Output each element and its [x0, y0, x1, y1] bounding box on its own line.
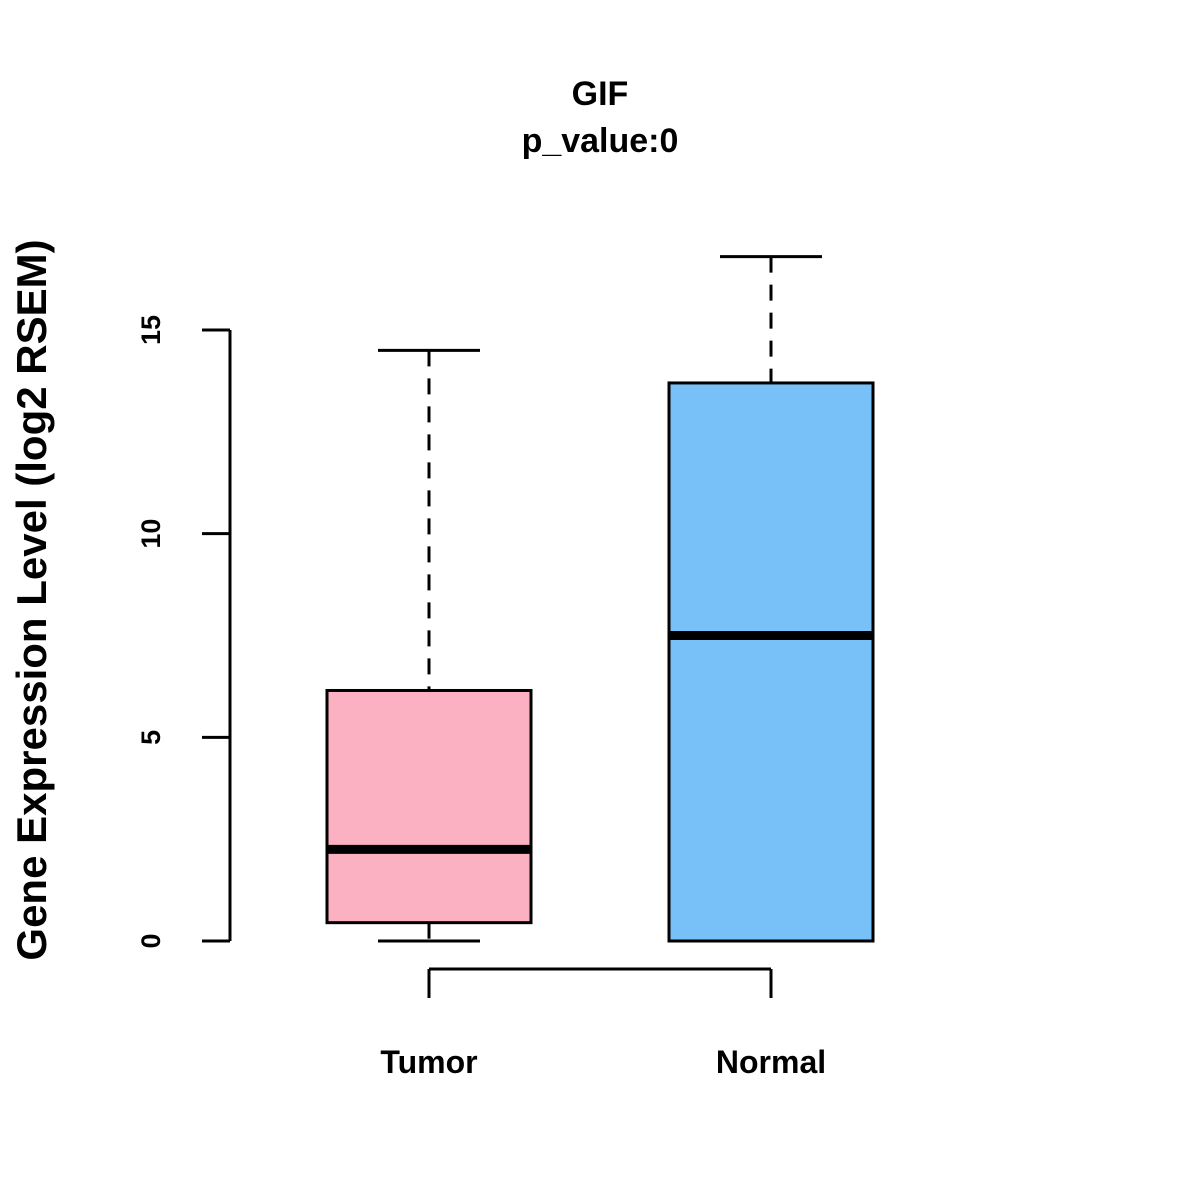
y-tick-label-5: 5: [136, 730, 166, 745]
y-tick-label-0: 0: [136, 933, 166, 948]
y-tick-label-10: 10: [136, 519, 166, 549]
box-body-tumor: [325, 688, 533, 925]
boxes-group: [325, 255, 875, 943]
chart-subtitle: p_value:0: [522, 122, 679, 160]
box-normal: [667, 255, 875, 943]
x-axis: Tumor Normal: [380, 967, 826, 1080]
box-tumor: [325, 348, 533, 943]
chart-title: GIF: [572, 75, 629, 113]
y-tick-label-15: 15: [136, 315, 166, 345]
y-axis-label: Gene Expression Level (log2 RSEM): [8, 239, 55, 960]
box-body-normal: [667, 381, 875, 943]
x-tick-label-normal: Normal: [716, 1044, 826, 1080]
x-tick-label-tumor: Tumor: [380, 1044, 477, 1080]
y-axis: 0 5 10 15: [136, 315, 232, 949]
